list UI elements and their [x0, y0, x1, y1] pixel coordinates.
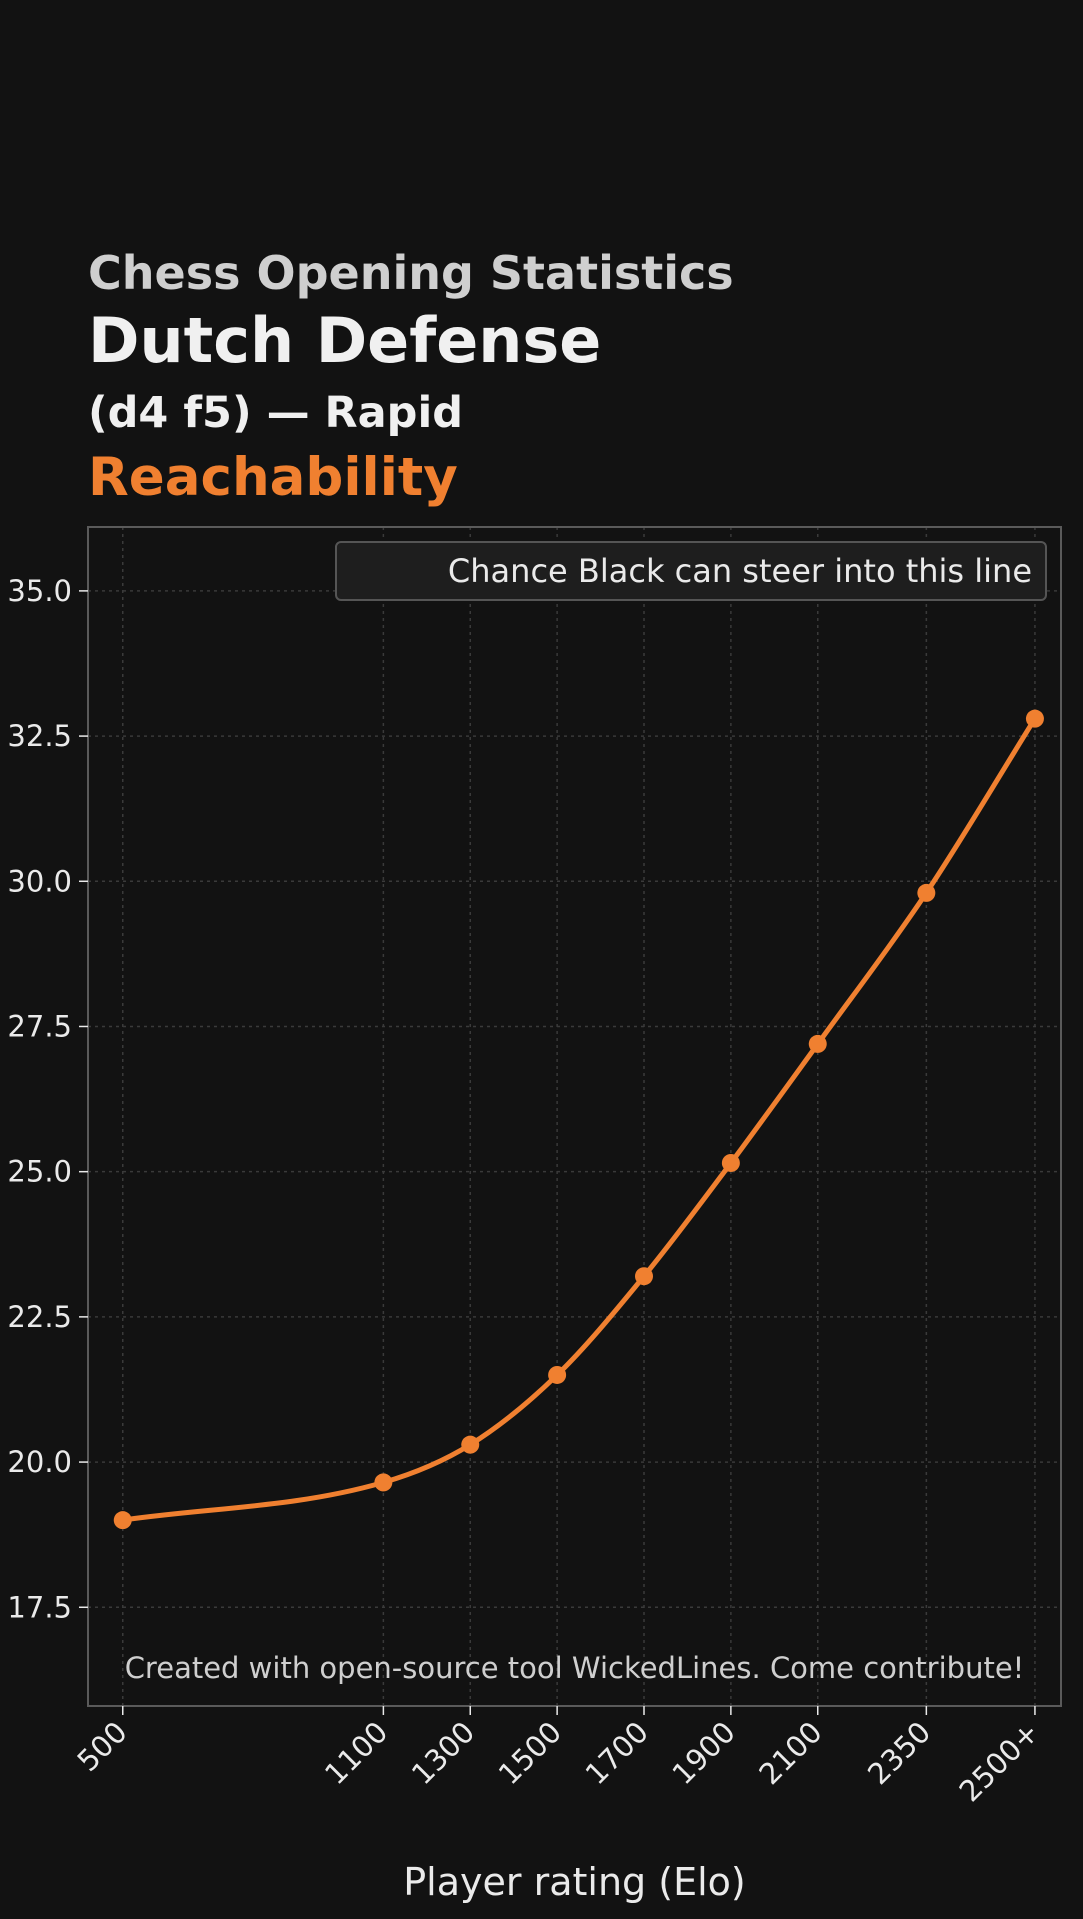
x-tick-label: 1100: [318, 1715, 394, 1791]
series-points: [113, 709, 1044, 1530]
legend: Chance Black can steer into this line: [335, 541, 1047, 601]
data-point: [635, 1267, 653, 1286]
y-tick-label: 35.0: [7, 574, 72, 608]
legend-entry: Chance Black can steer into this line: [448, 552, 1032, 590]
data-point: [917, 883, 936, 902]
x-tick-label: 500: [71, 1715, 134, 1778]
data-point: [461, 1435, 480, 1454]
y-axis: 17.5 20.0 22.5 25.0 27.5 30.0 32.5 35.0: [7, 574, 88, 1624]
grid-lines: [88, 527, 1061, 1706]
y-tick-label: 25.0: [7, 1155, 72, 1189]
x-tick-label: 2350: [861, 1715, 937, 1791]
chart-subtitle: (d4 f5) — Rapid: [88, 388, 463, 438]
data-point: [113, 1511, 132, 1530]
title-block: Chess Opening Statistics Dutch Defense (…: [88, 250, 734, 504]
y-tick-label: 30.0: [7, 864, 72, 898]
data-point: [548, 1365, 567, 1384]
legend-box: [335, 541, 1047, 601]
x-tick-label: 1500: [492, 1715, 568, 1791]
x-axis: 500 1100 1300 1500 1700 1900 2100 2350 2500+: [71, 1706, 1046, 1808]
data-point: [721, 1153, 740, 1172]
x-tick-label: 1900: [666, 1715, 742, 1791]
credit-text: Created with open-source tool WickedLine…: [125, 1651, 1025, 1685]
y-tick-label: 17.5: [7, 1590, 72, 1624]
y-tick-label: 20.0: [7, 1445, 72, 1479]
x-tick-label: 2100: [752, 1715, 828, 1791]
y-tick-label: 27.5: [7, 1009, 72, 1043]
data-point: [1025, 709, 1044, 728]
plot-frame: [87, 526, 1062, 1707]
x-tick-label: 1700: [579, 1715, 655, 1791]
chart-title: Dutch Defense: [88, 304, 602, 377]
x-tick-label: 1300: [405, 1715, 481, 1791]
x-tick-label: 2500+: [952, 1715, 1045, 1808]
x-axis-label: Player rating (Elo): [403, 1860, 745, 1904]
chart-metric-label: Reachability: [88, 447, 458, 508]
data-point: [808, 1034, 827, 1053]
y-tick-label: 22.5: [7, 1300, 72, 1334]
y-tick-label: 32.5: [7, 719, 72, 753]
data-point: [374, 1473, 393, 1492]
chart-supertitle: Chess Opening Statistics: [88, 246, 734, 300]
series-line: [120, 716, 1038, 1523]
